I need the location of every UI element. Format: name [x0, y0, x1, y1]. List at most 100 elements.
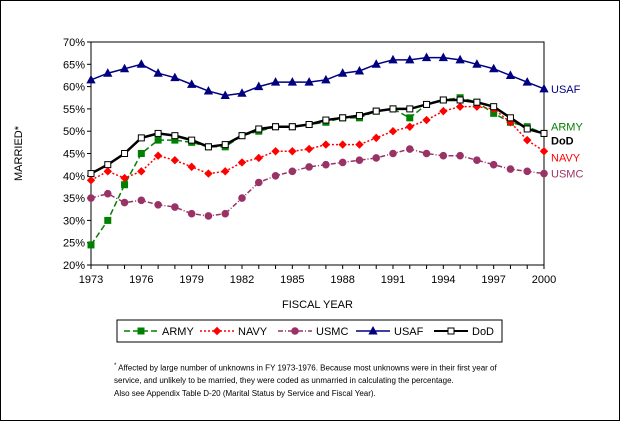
- legend-item-usmc: USMC: [278, 326, 348, 338]
- point-navy: [170, 155, 180, 165]
- point-navy: [439, 106, 448, 116]
- legend-item-army: ARMY: [124, 326, 194, 338]
- point-dod: [389, 105, 397, 113]
- point-usaf: [304, 77, 314, 86]
- point-dod: [137, 134, 145, 142]
- point-navy: [539, 147, 549, 156]
- point-dod: [87, 170, 95, 178]
- end-label-dod: DoD: [551, 135, 574, 147]
- point-army: [406, 114, 414, 122]
- axes: 20% 25% 30% 35% 40% 45% 50% 55% 60% 65% 70% 1973 197…: [13, 37, 556, 311]
- point-navy: [388, 126, 398, 136]
- point-usaf: [237, 88, 247, 97]
- series-dod: [87, 96, 548, 178]
- point-usaf: [489, 63, 499, 73]
- point-navy: [422, 115, 431, 125]
- series-usaf: [86, 52, 549, 100]
- point-dod: [439, 96, 447, 104]
- x-tick-label: 1973: [79, 274, 103, 286]
- point-usmc: [372, 154, 381, 162]
- y-tick-label: 25%: [63, 238, 85, 250]
- point-usaf: [170, 72, 180, 82]
- point-usaf: [203, 86, 214, 95]
- point-dod: [204, 143, 212, 151]
- point-navy: [405, 122, 414, 131]
- footnote-line-1: * Affected by large number of unknowns i…: [114, 363, 497, 373]
- point-usaf: [187, 79, 197, 88]
- point-usaf: [321, 74, 331, 84]
- legend-label-usmc: USMC: [316, 326, 348, 338]
- x-tick-label: 1991: [381, 274, 405, 286]
- legend-marker-usmc: [291, 327, 299, 335]
- point-usmc: [439, 151, 448, 160]
- point-army: [154, 136, 162, 144]
- point-navy: [523, 135, 532, 145]
- x-axis-label: FISCAL YEAR: [282, 299, 353, 311]
- point-usmc: [87, 194, 95, 202]
- point-usmc: [422, 149, 431, 158]
- legend-item-dod: DoD: [434, 326, 494, 338]
- series-line-usaf: [90, 56, 545, 97]
- point-usmc: [338, 158, 347, 167]
- point-usaf: [270, 77, 281, 86]
- footnote-line-2: service, and unlikely to be married, the…: [114, 376, 454, 385]
- end-label-usaf: USAF: [551, 84, 581, 96]
- point-navy: [355, 140, 364, 149]
- y-tick-label: 40%: [63, 171, 85, 183]
- point-usmc: [456, 151, 464, 160]
- point-dod: [490, 103, 498, 111]
- point-usaf: [86, 74, 96, 84]
- legend-label-army: ARMY: [162, 326, 194, 338]
- point-dod: [305, 121, 313, 129]
- y-axis-label: MARRIED*: [13, 125, 25, 181]
- point-dod: [456, 96, 464, 104]
- point-usaf: [354, 65, 365, 75]
- point-usmc: [254, 178, 263, 187]
- point-usaf: [119, 63, 130, 73]
- point-dod: [523, 125, 531, 133]
- point-navy: [455, 102, 465, 111]
- legend-marker-dod: [447, 327, 455, 335]
- x-tick-label: 1994: [431, 274, 455, 286]
- point-dod: [121, 150, 129, 157]
- point-usaf: [136, 59, 146, 68]
- point-usaf: [371, 59, 381, 68]
- x-tick-label: 1988: [330, 274, 354, 286]
- legend-label-navy: NAVY: [238, 326, 268, 338]
- point-dod: [473, 98, 481, 106]
- point-dod: [288, 123, 296, 131]
- y-tick-label: 55%: [63, 104, 85, 116]
- point-dod: [322, 116, 330, 124]
- point-usaf: [388, 54, 398, 64]
- plot-area: [90, 41, 545, 266]
- point-usmc: [120, 198, 129, 207]
- y-tick-label: 70%: [63, 37, 85, 49]
- point-navy: [338, 140, 347, 149]
- point-usmc: [389, 149, 397, 158]
- point-dod: [540, 129, 548, 137]
- point-army: [137, 150, 145, 157]
- footnote-line-3: Also see Appendix Table D-20 (Marital St…: [114, 389, 376, 398]
- point-army: [87, 241, 95, 249]
- point-dod: [272, 123, 280, 131]
- legend-item-usaf: USAF: [356, 325, 424, 338]
- point-navy: [237, 158, 247, 167]
- point-dod: [423, 100, 431, 108]
- point-navy: [187, 162, 196, 172]
- point-usaf: [153, 68, 163, 77]
- y-tick-label: 60%: [63, 82, 85, 94]
- point-usaf: [438, 52, 448, 62]
- x-tick-label: 1976: [129, 274, 153, 286]
- y-tick-label: 30%: [63, 215, 85, 227]
- point-navy: [120, 173, 129, 183]
- point-usmc: [489, 160, 498, 169]
- point-dod: [154, 129, 162, 137]
- x-tick-label: 1997: [481, 274, 505, 286]
- point-usmc: [238, 194, 246, 202]
- point-usaf: [254, 81, 264, 91]
- point-dod: [221, 141, 229, 149]
- point-dod: [104, 161, 112, 169]
- point-dod: [339, 114, 347, 122]
- point-navy: [153, 151, 163, 160]
- legend-marker-navy: [212, 326, 222, 336]
